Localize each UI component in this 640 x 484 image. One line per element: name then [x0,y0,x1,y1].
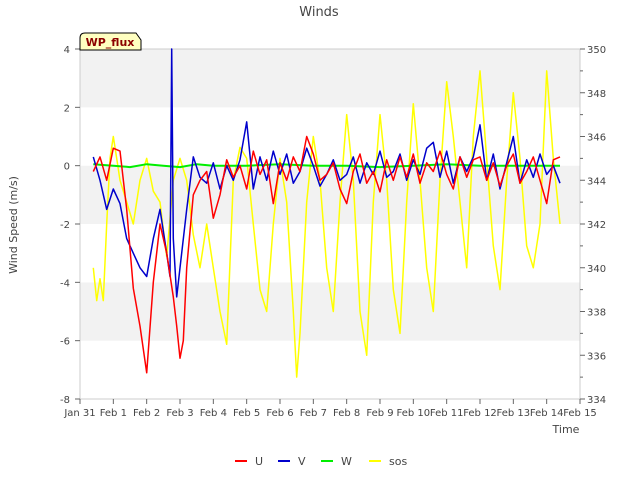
y-axis-label: Wind Speed (m/s) [7,176,20,274]
chart-title: Winds [299,5,339,20]
x-tick-label: Feb 7 [300,408,327,419]
grid-band [80,340,580,399]
y-tick-label: 0 [64,162,70,173]
x-tick-label: Feb 15 [563,408,597,419]
y2-tick-label: 346 [587,133,606,144]
x-tick-label: Jan 31 [63,408,95,419]
y-tick-label: -4 [60,278,70,289]
series-v-line [92,48,561,298]
grid-bands [80,49,580,399]
legend-label-u: U [255,455,263,468]
y-tick-label: 2 [64,103,70,114]
y2-tick-label: 336 [587,351,606,362]
legend-label-w: W [341,455,352,468]
y-tick-label: -8 [60,395,70,406]
axes-layer: -8 -6 -4 -2 0 2 4 334 336 338 340 342 344 346 348 350 Ja… [60,45,606,419]
x-tick-label: Feb 8 [333,408,360,419]
y2-tick-label: 342 [587,220,606,231]
y-tick-label: -6 [60,337,70,348]
x-tick-label: Feb 1 [100,408,127,419]
x-tick-label: Feb 10 [397,408,431,419]
y-tick-label: 4 [64,45,70,56]
x-tick-label: Feb 6 [266,408,293,419]
y2-tick-label: 340 [587,264,606,275]
x-tick-label: Feb 14 [530,408,564,419]
x-tick-label: Feb 9 [366,408,393,419]
series-layer [92,48,561,378]
grid-band [80,107,580,166]
x-tick-label: Feb 12 [463,408,497,419]
y2-tick-label: 348 [587,89,606,100]
station-badge: WP_flux [79,32,142,51]
x-tick-label: Feb 3 [166,408,193,419]
badge-label: WP_flux [86,36,135,49]
x-tick-label: Feb 5 [233,408,260,419]
grid-band [80,49,580,108]
y2-tick-label: 334 [587,395,606,406]
x-tick-label: Feb 13 [497,408,531,419]
series-u-line [92,135,561,374]
x-tick-label: Feb 4 [200,408,227,419]
y2-tick-label: 338 [587,308,606,319]
y2-tick-label: 350 [587,45,606,56]
y-tick-label: -2 [60,220,70,231]
x-axis-label: Time [552,423,580,436]
x-tick-label: Feb 2 [133,408,160,419]
legend-label-v: V [298,455,306,468]
series-sos-line [92,70,561,378]
y2-tick-label: 344 [587,176,606,187]
x-tick-label: Feb 11 [430,408,464,419]
legend-label-sos: sos [389,455,407,468]
badge-background [79,32,142,51]
